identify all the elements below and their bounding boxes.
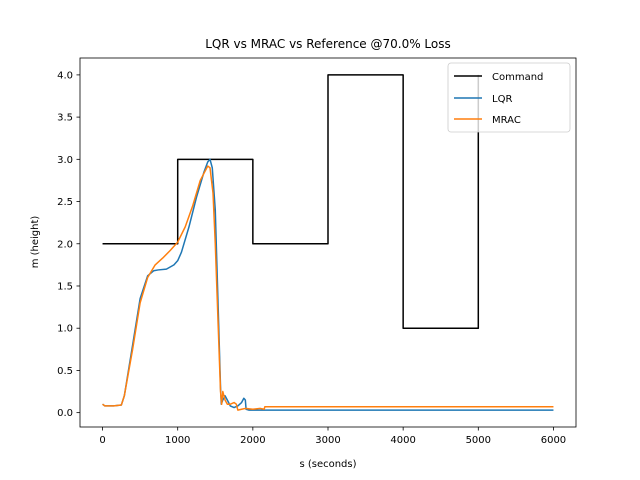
x-tick-label: 5000 [466, 435, 491, 446]
y-axis-label: m (height) [30, 216, 41, 269]
y-tick-label: 2.0 [57, 239, 73, 250]
legend-label-lqr: LQR [492, 94, 512, 105]
x-tick-label: 3000 [315, 435, 340, 446]
y-axis: 0.0 0.5 1.0 1.5 2.0 2.5 3.0 3.5 4.0 [57, 70, 80, 419]
x-axis-label: s (seconds) [299, 459, 356, 470]
series-line-command [102, 74, 480, 329]
x-tick-label: 2000 [240, 435, 265, 446]
y-tick-label: 1.5 [57, 281, 73, 292]
legend-box [447, 62, 571, 133]
legend: Command LQR MRAC [447, 62, 571, 133]
y-tick-label: 0.5 [57, 366, 73, 377]
legend-label-mrac: MRAC [492, 115, 521, 126]
y-tick-label: 1.0 [57, 324, 73, 335]
chart-title: LQR vs MRAC vs Reference @70.0% Loss [205, 37, 451, 51]
series-line-mrac [102, 165, 554, 411]
y-tick-label: 2.5 [57, 197, 73, 208]
y-tick-label: 3.0 [57, 155, 73, 166]
plot-lines [102, 74, 554, 411]
x-tick-label: 1000 [165, 435, 190, 446]
y-tick-label: 0.0 [57, 408, 73, 419]
x-axis: 0 1000 2000 3000 4000 5000 6000 [99, 427, 566, 446]
x-tick-label: 6000 [541, 435, 566, 446]
x-tick-label: 0 [99, 435, 105, 446]
legend-label-command: Command [492, 72, 543, 83]
y-tick-label: 3.5 [57, 113, 73, 124]
y-tick-label: 4.0 [57, 70, 73, 81]
x-tick-label: 4000 [390, 435, 415, 446]
